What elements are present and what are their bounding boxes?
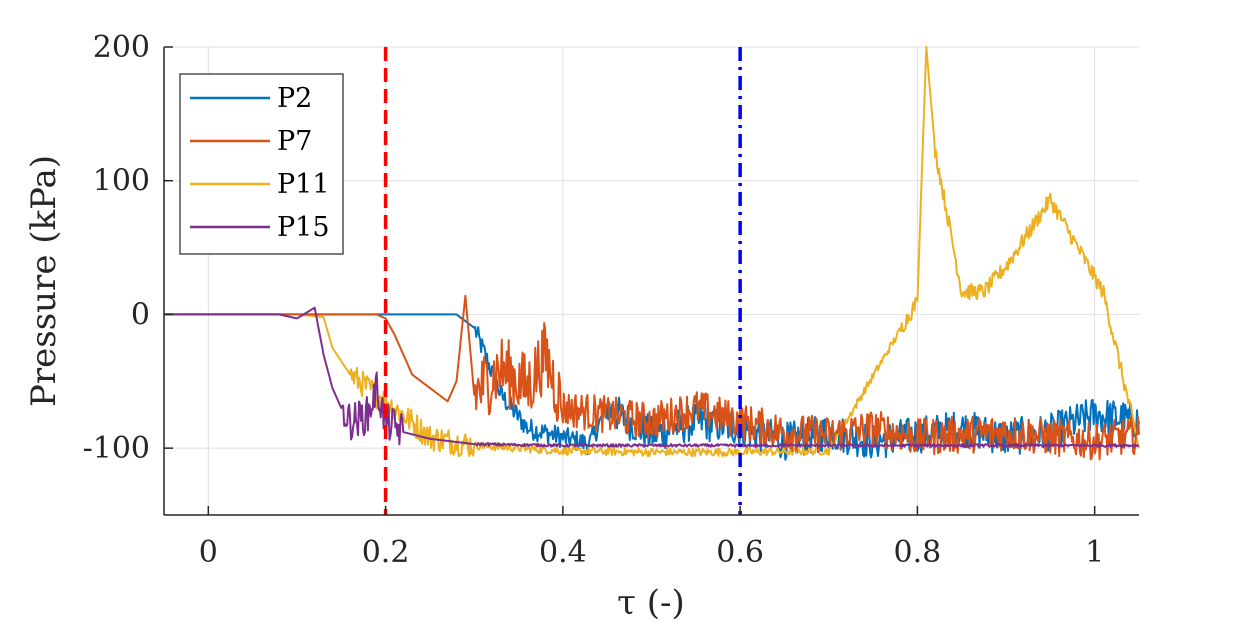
series-layer <box>164 46 1140 461</box>
y-tick-label: 200 <box>93 30 150 65</box>
axes <box>163 46 1139 516</box>
series-line-p11 <box>164 46 1140 458</box>
tick-labels: 0 0.2 0.4 0.6 0.8 1 -100 0 100 200 <box>83 30 1105 570</box>
series-line-p7 <box>164 294 1140 461</box>
y-tick-label: 0 <box>131 297 150 332</box>
y-axis-title: Pressure (kPa) <box>24 155 64 407</box>
x-tick-label: 0.2 <box>362 535 410 570</box>
y-tick-label: -100 <box>83 431 150 466</box>
marker-lines <box>383 47 742 515</box>
x-tick-label: 0.4 <box>539 535 587 570</box>
legend-label-p15: P15 <box>277 212 330 243</box>
y-tick-label: 100 <box>93 164 150 199</box>
x-tick-label: 0.6 <box>716 535 764 570</box>
x-axis-title: τ (-) <box>617 583 685 623</box>
x-tick-label: 0 <box>199 535 218 570</box>
legend-label-p2: P2 <box>277 83 312 114</box>
series-line-p15 <box>164 306 1140 448</box>
x-tick-label: 1 <box>1085 535 1104 570</box>
x-tick-label: 0.8 <box>894 535 942 570</box>
legend-label-p7: P7 <box>277 126 312 157</box>
legend: P2 P7 P11 P15 <box>179 73 344 255</box>
legend-box <box>179 73 344 255</box>
legend-label-p11: P11 <box>277 169 330 200</box>
